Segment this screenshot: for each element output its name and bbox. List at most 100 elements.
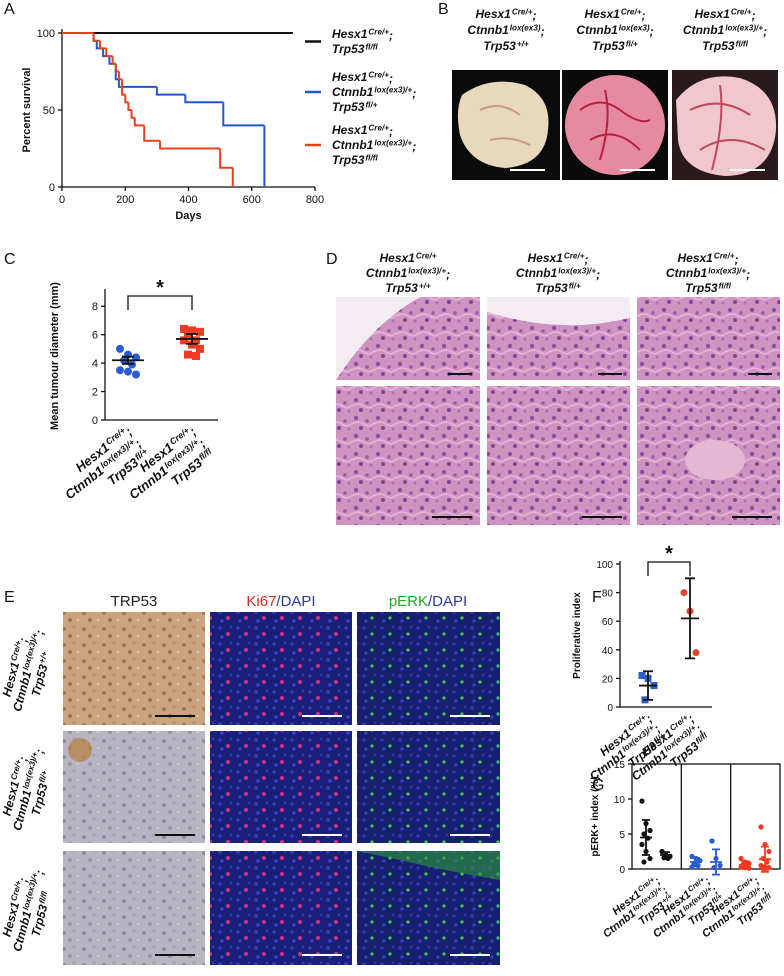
gene-text: ; <box>446 268 450 282</box>
x-tick-label: 800 <box>306 194 324 206</box>
survival-step <box>133 117 145 127</box>
superscript: fl/fl <box>37 890 49 905</box>
genotype-line: Ctnnb1lox(ex3); <box>467 23 544 39</box>
genotype-line: Trp53fl/fl <box>685 281 731 295</box>
axis <box>61 29 315 188</box>
genotype-line: Hesx1Cre/+; <box>475 7 536 23</box>
gene-text: Hesx1 <box>332 27 368 41</box>
data-point <box>639 798 645 804</box>
data-point <box>758 824 764 830</box>
y-tick-label: 5 <box>619 830 625 841</box>
gene-text: ; <box>32 629 47 636</box>
gene-text: ; <box>16 636 31 643</box>
superscript: +/+ <box>419 281 431 290</box>
superscript: Cre/+ <box>416 251 437 260</box>
gene-text: Ctnnb1 <box>467 23 509 37</box>
gene-text: Trp53 <box>483 39 516 53</box>
superscript: Cre/+ <box>731 7 752 16</box>
header-part: pERK <box>389 593 428 610</box>
gene-text: ; <box>412 140 416 154</box>
gene-text: ; <box>763 25 767 39</box>
column-header: Ki67/DAPI <box>246 593 315 610</box>
genotype-line: Ctnnb1lox(ex3)/+; <box>332 85 416 101</box>
survival-step <box>124 94 129 104</box>
data-point <box>647 827 653 834</box>
superscript: lox(ex3)/+ <box>374 85 412 94</box>
gene-text: Trp53 <box>29 663 51 698</box>
survival-step <box>117 71 123 81</box>
panel-letter: F <box>592 589 602 606</box>
header-part: /DAPI <box>428 593 467 610</box>
y-tick-label: 8 <box>92 301 98 313</box>
gene-text: ; <box>752 9 756 23</box>
y-tick-label: 60 <box>602 617 614 628</box>
data-point <box>717 862 723 869</box>
header-part: /DAPI <box>276 593 315 610</box>
mean-error-bar <box>176 333 208 345</box>
data-point <box>692 649 700 657</box>
y-tick-label: 0 <box>92 415 98 427</box>
gene-text: ; <box>533 9 537 23</box>
column-header: TRP53 <box>111 593 158 610</box>
gene-text: ; <box>32 869 47 876</box>
genotype-line: Hesx1Cre/+; <box>332 27 393 43</box>
superscript: fl/+ <box>569 281 581 290</box>
gene-text: Hesx1 <box>677 251 713 265</box>
survival-step <box>159 140 221 150</box>
genotype-line: Ctnnb1lox(ex3)/+; <box>332 138 416 154</box>
gene-text: Ctnnb1 <box>332 138 374 152</box>
significance-bracket <box>127 295 193 310</box>
genotype-line: Hesx1Cre/+; <box>677 251 738 267</box>
significance-star: * <box>156 277 164 299</box>
y-tick-label: 20 <box>602 674 614 685</box>
survival-step <box>222 102 265 127</box>
superscript: Cre/+ <box>621 7 642 16</box>
gene-text: Trp53 <box>592 39 625 53</box>
genotype-line: Trp53fl/+ <box>592 39 638 53</box>
gene-text: Trp53 <box>702 39 735 53</box>
mean-error-bar <box>640 819 652 856</box>
gene-text: Ctnnb1 <box>516 266 558 280</box>
y-tick-label: 0 <box>49 182 55 194</box>
genotype-line: Ctnnb1lox(ex3)/+; <box>683 23 767 39</box>
genotype-line: Ctnnb1lox(ex3); <box>576 23 653 39</box>
genotype-line: Ctnnb1lox(ex3)/+; <box>366 266 450 282</box>
row-label: Hesx1Cre/+;Ctnnb1lox(ex3)/+;Trp53+/+ <box>0 629 51 713</box>
survival-step <box>111 56 116 65</box>
gene-text: ; <box>389 125 393 139</box>
gene-text: ; <box>412 87 416 101</box>
data-point <box>124 367 132 376</box>
y-axis-label: Percent survival <box>21 68 33 153</box>
data-point <box>766 848 772 855</box>
y-tick-label: 2 <box>92 387 98 399</box>
y-axis-label: Proliferative index <box>572 592 583 679</box>
genotype-line: Trp53fl/+ <box>535 281 581 295</box>
superscript: lox(ex3)/+ <box>708 266 746 275</box>
gene-text: ; <box>746 268 750 282</box>
data-point <box>132 370 140 379</box>
panel-letter: G <box>592 777 604 794</box>
superscript: lox(ex3)/+ <box>374 138 412 147</box>
superscript: Cre/+ <box>714 251 735 260</box>
gene-text: Trp53 <box>332 42 365 56</box>
gene-text: Trp53 <box>332 100 365 114</box>
header-part: TRP53 <box>111 593 158 610</box>
superscript: lox(ex3)/+ <box>558 266 596 275</box>
data-point <box>192 336 200 345</box>
superscript: fl/fl <box>365 153 378 162</box>
genotype-line: Hesx1Cre/+ <box>379 251 436 265</box>
mean-error-bar <box>759 845 771 873</box>
y-tick-label: 4 <box>92 358 98 370</box>
gene-text: ; <box>585 253 589 267</box>
gene-text: Hesx1 <box>694 7 730 21</box>
superscript: lox(ex3) <box>619 23 650 32</box>
data-point <box>196 344 204 353</box>
gene-text: ; <box>389 72 393 86</box>
superscript: +/+ <box>38 650 50 664</box>
gene-text: Hesx1 <box>332 123 368 137</box>
gene-text: ; <box>32 748 47 755</box>
microscopy-images <box>63 612 500 965</box>
data-point <box>184 350 192 359</box>
mean-error-bar <box>690 856 702 868</box>
